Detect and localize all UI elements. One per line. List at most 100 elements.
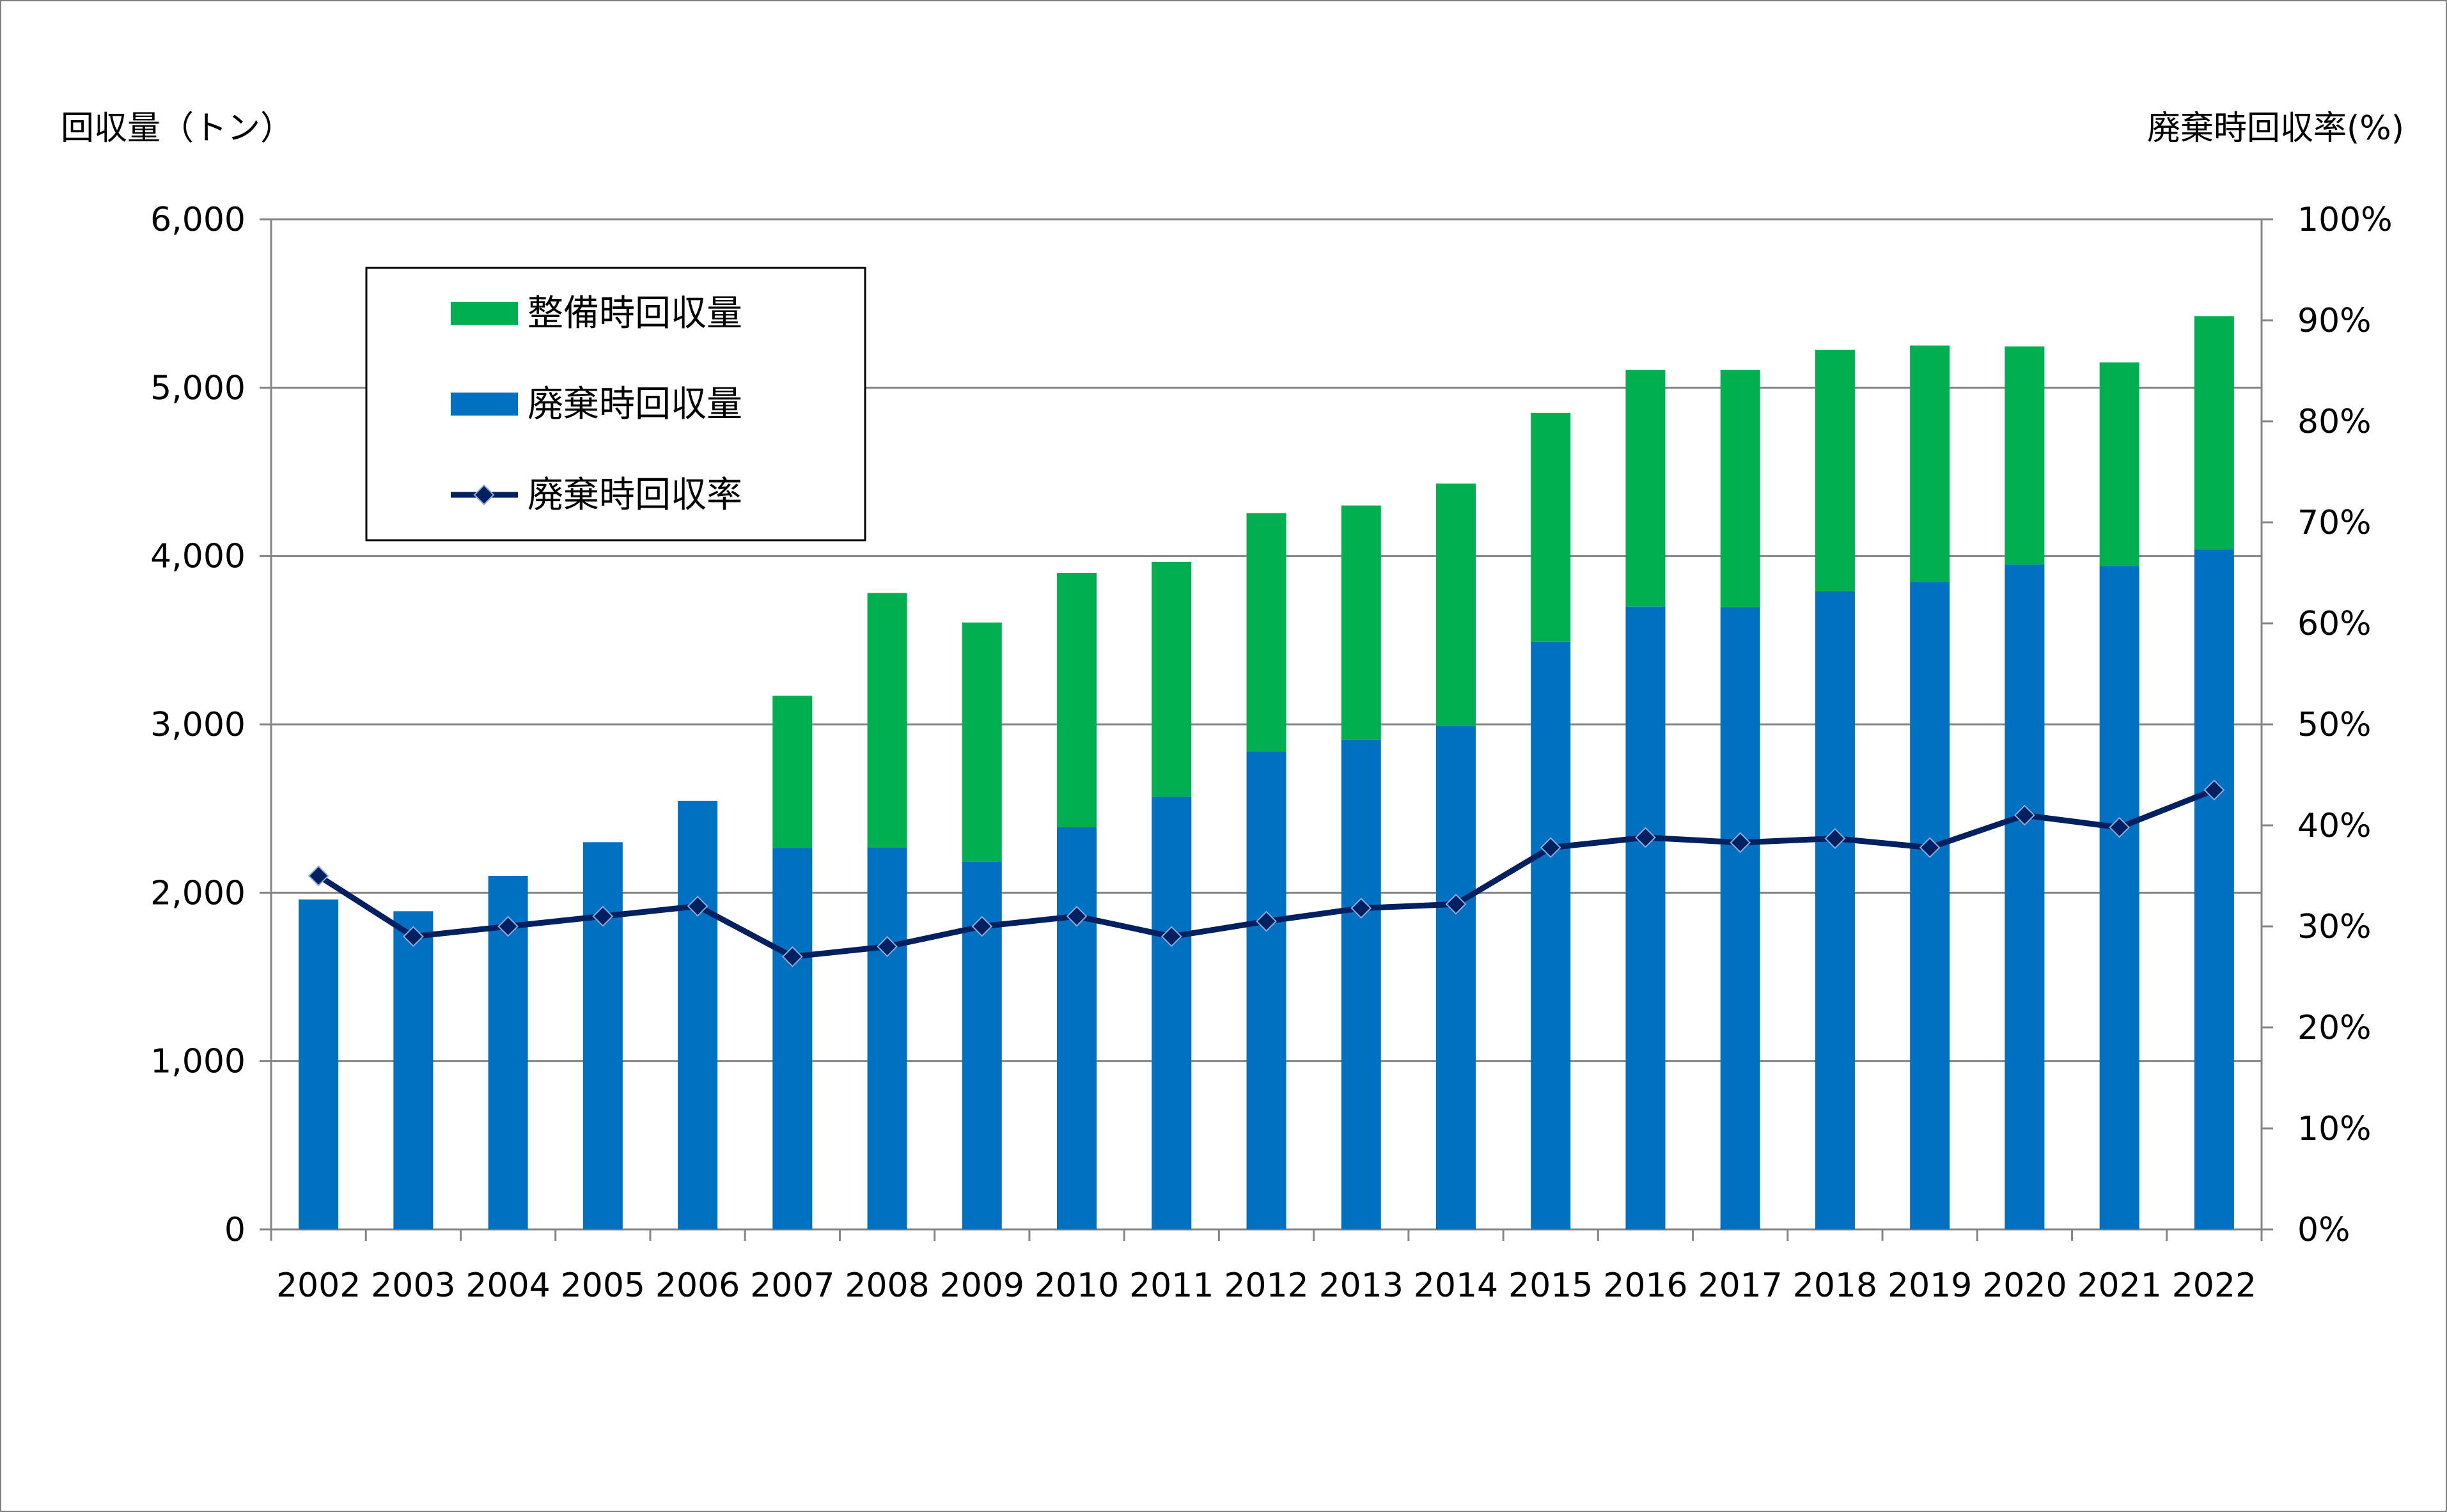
bar-maintenance bbox=[1625, 370, 1666, 607]
rate-marker bbox=[971, 916, 993, 937]
rate-marker bbox=[1540, 837, 1561, 859]
legend-swatch-disposal bbox=[451, 393, 518, 416]
x-tick-label: 2004 bbox=[465, 1266, 550, 1305]
x-tick-label: 2019 bbox=[1888, 1266, 1972, 1305]
rate-marker bbox=[1919, 837, 1941, 859]
bar-maintenance bbox=[867, 593, 907, 848]
y-tick-label-right: 70% bbox=[2297, 504, 2372, 542]
y-ticks-left: 0 1,000 2,000 3,000 4,000 5,000 6,000 bbox=[150, 201, 246, 1249]
bar-disposal bbox=[1435, 726, 1476, 1229]
y-tick-label-right: 20% bbox=[2297, 1009, 2372, 1047]
y-tick-label-left: 3,000 bbox=[150, 706, 246, 744]
rate-marker bbox=[1445, 893, 1467, 915]
y-tick-label-right: 80% bbox=[2297, 403, 2372, 441]
y-axis-title-right: 廃棄時回収率(%) bbox=[2147, 109, 2404, 148]
x-tick-label: 2006 bbox=[655, 1266, 740, 1305]
bar-maintenance bbox=[1720, 370, 1760, 607]
legend-label: 廃棄時回収量 bbox=[528, 384, 742, 425]
bar-disposal bbox=[1815, 591, 1855, 1229]
bar-maintenance bbox=[2005, 346, 2045, 565]
bar-disposal bbox=[2099, 566, 2139, 1229]
x-tick-label: 2008 bbox=[845, 1266, 929, 1305]
rate-marker bbox=[687, 895, 708, 917]
y-tick-label-right: 100% bbox=[2297, 201, 2393, 239]
bar-maintenance bbox=[962, 622, 1002, 862]
y-axis-title-left: 回収量（トン） bbox=[61, 109, 293, 148]
y-tick-label-left: 6,000 bbox=[150, 201, 246, 239]
x-tick-label: 2014 bbox=[1414, 1266, 1498, 1305]
rate-marker bbox=[402, 926, 424, 947]
rate-marker bbox=[2203, 779, 2225, 801]
x-tick-label: 2010 bbox=[1035, 1266, 1119, 1305]
legend-swatch-rate-marker bbox=[473, 484, 495, 506]
x-tick-label: 2022 bbox=[2172, 1266, 2256, 1305]
bar-disposal bbox=[1910, 582, 1950, 1229]
rate-line bbox=[308, 779, 2225, 967]
bar-disposal bbox=[1057, 827, 1097, 1229]
y-tick-label-right: 0% bbox=[2297, 1211, 2350, 1249]
legend-swatch-maintenance bbox=[451, 302, 518, 325]
bar-disposal bbox=[867, 847, 907, 1229]
bars bbox=[299, 316, 2234, 1230]
rate-marker bbox=[1730, 832, 1751, 853]
rate-marker bbox=[1824, 828, 1846, 849]
rate-marker bbox=[497, 916, 519, 937]
x-tick-label: 2007 bbox=[750, 1266, 834, 1305]
rate-marker bbox=[2013, 804, 2035, 826]
bar-maintenance bbox=[772, 696, 813, 848]
x-tick-label: 2011 bbox=[1129, 1266, 1214, 1305]
bar-disposal bbox=[1152, 797, 1192, 1229]
y-ticks-right: 0% 10% 20% 30% 40% 50% 60% 70% 80% 90% 100% bbox=[2297, 201, 2393, 1249]
legend-label: 整備時回収量 bbox=[528, 293, 742, 334]
x-tick-label: 2016 bbox=[1603, 1266, 1687, 1305]
bar-maintenance bbox=[1057, 573, 1097, 827]
rate-marker bbox=[1635, 827, 1656, 848]
y-tick-label-left: 5,000 bbox=[150, 369, 246, 407]
y-tick-label-left: 4,000 bbox=[150, 538, 246, 576]
bar-disposal bbox=[2005, 564, 2045, 1230]
y-tick-label-right: 30% bbox=[2297, 908, 2372, 946]
x-tick-label: 2015 bbox=[1508, 1266, 1593, 1305]
y-tick-label-right: 60% bbox=[2297, 605, 2372, 643]
y-tick-label-left: 0 bbox=[224, 1211, 246, 1249]
x-tick-label: 2018 bbox=[1793, 1266, 1877, 1305]
y-tick-label-left: 1,000 bbox=[150, 1043, 246, 1081]
rate-marker bbox=[1066, 905, 1088, 927]
bar-disposal bbox=[678, 800, 718, 1229]
bar-maintenance bbox=[2194, 316, 2234, 550]
x-tick-label: 2003 bbox=[371, 1266, 455, 1305]
rate-marker bbox=[1350, 898, 1372, 919]
rate-marker bbox=[877, 936, 898, 958]
y-tick-label-right: 40% bbox=[2297, 807, 2372, 845]
rate-marker bbox=[1256, 910, 1277, 932]
x-tick-label: 2009 bbox=[940, 1266, 1024, 1305]
legend-box bbox=[365, 267, 866, 542]
bar-disposal bbox=[582, 842, 623, 1229]
bar-maintenance bbox=[2099, 362, 2139, 566]
bar-maintenance bbox=[1152, 561, 1192, 797]
x-tick-label: 2005 bbox=[561, 1266, 645, 1305]
bar-maintenance bbox=[1341, 505, 1381, 740]
y-tick-label-right: 90% bbox=[2297, 302, 2372, 340]
bar-disposal bbox=[393, 911, 434, 1229]
x-tick-label: 2012 bbox=[1224, 1266, 1308, 1305]
x-tick-label: 2021 bbox=[2077, 1266, 2161, 1305]
x-tick-label: 2013 bbox=[1319, 1266, 1403, 1305]
bar-disposal bbox=[1246, 751, 1286, 1229]
bar-disposal bbox=[1341, 739, 1381, 1229]
y-tick-label-right: 10% bbox=[2297, 1110, 2372, 1148]
bar-maintenance bbox=[1435, 483, 1476, 726]
y-tick-label-left: 2,000 bbox=[150, 874, 246, 912]
x-tick-label: 2017 bbox=[1698, 1266, 1783, 1305]
bar-maintenance bbox=[1815, 350, 1855, 591]
x-tick-label: 2020 bbox=[1982, 1266, 2067, 1305]
x-ticks: 2002 2003 2004 2005 2006 2007 2008 2009 2010 2011… bbox=[276, 1266, 2256, 1305]
bar-disposal bbox=[1720, 607, 1760, 1229]
bar-disposal bbox=[2194, 549, 2234, 1230]
rate-marker bbox=[1161, 926, 1182, 947]
bar-disposal bbox=[1625, 606, 1666, 1229]
bar-maintenance bbox=[1910, 345, 1950, 582]
rate-marker bbox=[2109, 816, 2130, 838]
